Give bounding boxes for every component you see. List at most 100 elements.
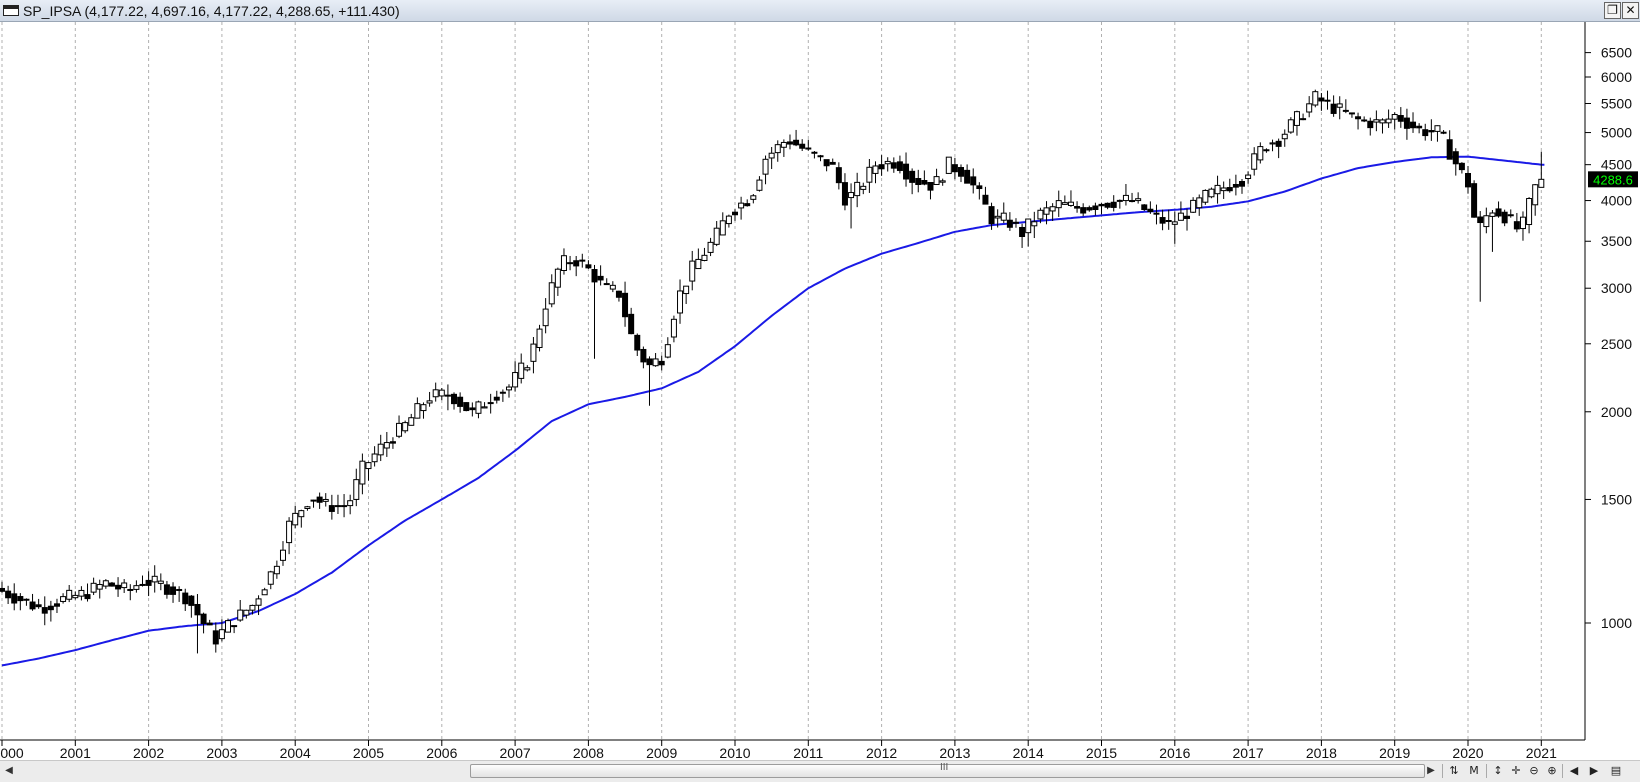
candle [304,505,311,511]
scroll-right-icon[interactable]: ▶ [1427,765,1435,776]
candle-body-up [383,442,390,449]
candle [518,353,525,384]
moving-average-series [1,155,1545,667]
candle-body-up [1037,209,1044,220]
restore-icon[interactable]: ❐ [1604,2,1621,19]
candle [542,298,549,334]
candle-body-up [670,318,677,338]
candle-body-down [444,394,451,397]
candle [426,391,433,407]
candle-body-up [1067,201,1074,206]
candle-body-up [1287,119,1294,133]
candle [133,580,140,593]
candle-body-up [817,155,824,158]
candle-body-up [713,227,720,245]
candle [96,579,103,599]
pan-vertical-icon[interactable]: ↕ [1493,764,1503,777]
candle-body-up [725,215,732,225]
y-tick-label: 2000 [1601,404,1632,420]
candle-body-down [640,348,647,363]
candle [945,156,952,174]
candle-body-up [1049,206,1056,212]
candle [1116,199,1123,209]
candle [102,579,109,589]
candle-body-up [512,372,519,388]
candle [322,493,329,507]
candle [53,598,60,614]
step-left-icon[interactable]: ◀ [1569,764,1579,777]
candle-body-down [1238,181,1245,187]
candle [603,278,610,286]
x-tick-label: 2016 [1159,745,1190,760]
monthly-button[interactable]: M [1469,764,1479,777]
candle [951,157,958,180]
candle [505,384,512,398]
x-tick-label: 2018 [1306,745,1337,760]
candle [444,384,451,411]
candle-body-up [267,571,274,585]
candle-body-down [921,180,928,185]
candle [890,157,897,173]
candle-body-up [689,260,696,282]
x-tick-label: 2021 [1526,745,1557,760]
candle [243,609,250,619]
moving-average-line [1,155,1545,667]
candle-body-up [1055,200,1062,209]
candle [1465,166,1471,194]
candle [41,596,48,626]
candle [1513,212,1520,233]
candle-body-up [1251,153,1258,170]
candle-body-up [1135,198,1142,202]
candle-body-up [554,268,561,288]
candle [579,253,586,268]
horizontal-scrollbar[interactable]: ◀ III ▶ ⇅ M ↕ ✛ ⊖ ⊕ ◀ ▶ ▤ [0,760,1640,782]
panel-icon[interactable]: ▤ [1610,764,1622,777]
candle [1012,218,1019,228]
candle [1086,205,1093,212]
candle [567,255,574,271]
candle [585,260,592,269]
y-tick-label: 4000 [1601,193,1632,209]
candle [127,584,134,601]
crosshair-icon[interactable]: ✛ [1511,764,1521,777]
candle-body-up [225,620,232,633]
zoom-in-icon[interactable]: ⊕ [1547,764,1557,777]
candle [17,593,24,611]
candle-body-down [1012,221,1019,224]
candle [212,622,219,653]
candle-body-down [823,159,830,167]
x-tick-label: 2008 [573,745,604,760]
candle [719,212,726,236]
candle-body-down [1342,109,1349,112]
candle [560,248,567,275]
x-tick-label: 2009 [646,745,677,760]
scroll-left-icon[interactable]: ◀ [5,765,13,776]
candle [402,420,409,434]
candle [921,170,928,186]
candle-body-down [1471,183,1478,218]
price-chart[interactable]: 000 2001 2002 2003 2004 2005 2006 2007 2008 2009 2… [0,22,1640,760]
candle-body-down [328,505,335,512]
step-right-icon[interactable]: ▶ [1589,764,1599,777]
candle-body-up [176,588,183,591]
scrollbar-grip: III [940,762,949,773]
candle-body-up [603,283,610,286]
candle [1135,192,1142,204]
candle [475,400,482,419]
candle [383,431,390,457]
candle-body-up [286,520,293,544]
candle [1129,192,1136,203]
zoom-out-icon[interactable]: ⊖ [1529,764,1539,777]
candle [854,172,861,208]
scrollbar-thumb[interactable] [470,764,1425,778]
scale-toggle-icon[interactable]: ⇅ [1449,764,1459,777]
candle [225,618,232,633]
candle-body-down [835,167,842,184]
candle-body-down [732,211,738,216]
last-value-box [1588,171,1638,188]
candle [1165,209,1172,230]
x-tick-label: 2007 [500,745,531,760]
close-icon[interactable]: ✕ [1622,2,1639,19]
candle-body-up [127,588,134,591]
candle-body-up [102,580,109,587]
